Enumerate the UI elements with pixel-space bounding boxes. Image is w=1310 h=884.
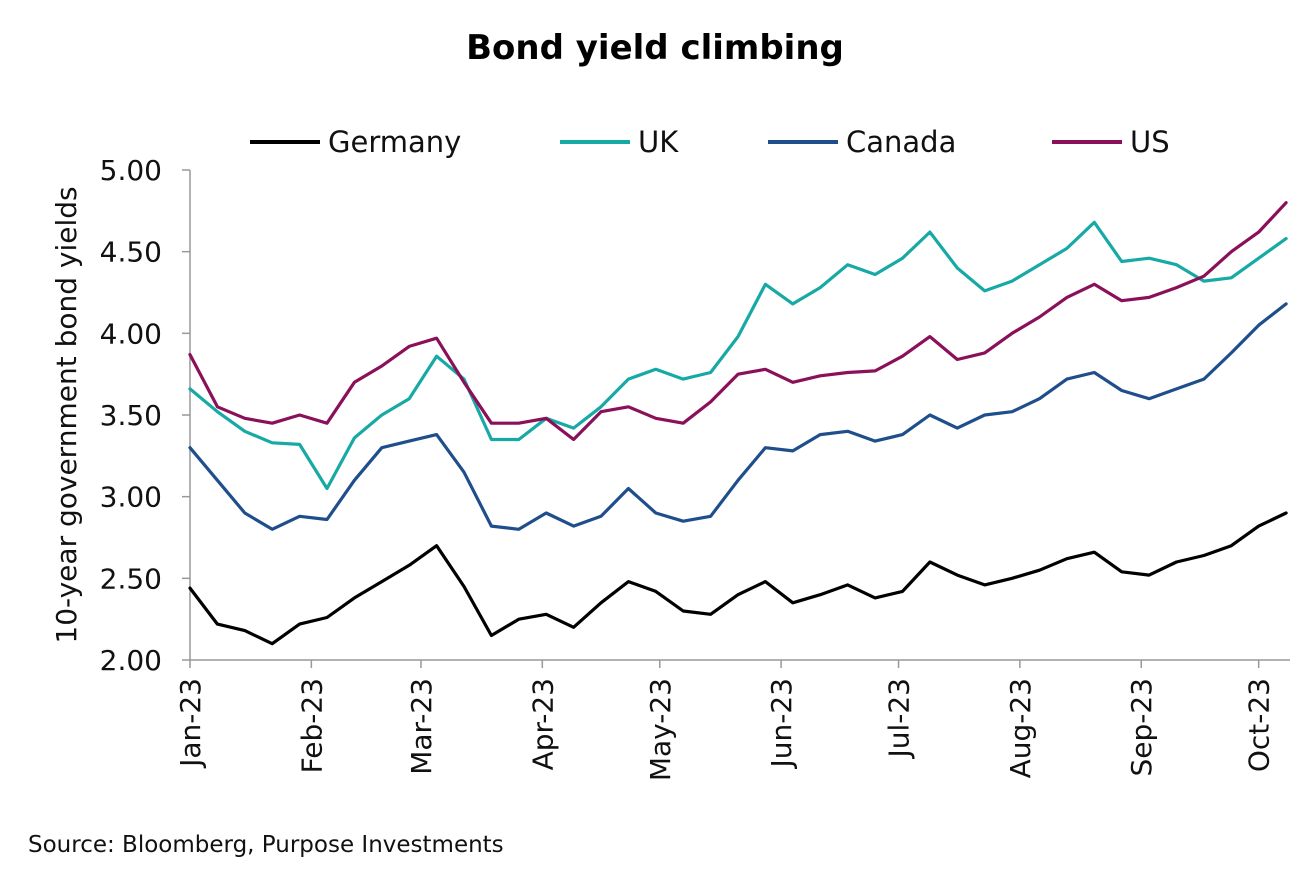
legend-item-uk: UK [560,120,678,164]
legend-label-canada: Canada [846,125,957,159]
x-tick-label: Jul-23 [883,678,916,760]
y-axis-label: 10-year government bond yields [50,186,83,643]
x-tick-label: Mar-23 [405,678,438,775]
series-line-us [188,201,1288,442]
legend-swatch-us [1052,140,1122,144]
y-tick-label: 3.50 [100,399,162,432]
y-tick-label: 4.50 [100,236,162,269]
y-tick-label: 4.00 [100,317,162,350]
x-tick-label: Feb-23 [295,678,328,773]
legend-swatch-canada [768,140,838,144]
series-line-germany [188,511,1288,646]
legend-label-germany: Germany [328,125,462,159]
y-tick-label: 3.00 [100,481,162,514]
legend-label-uk: UK [638,125,679,159]
legend-item-us: US [1052,120,1170,164]
x-tick-label: Jan-23 [174,678,207,769]
legend-label-us: US [1130,125,1170,159]
legend-swatch-uk [560,140,630,144]
x-tick-label: Jun-23 [765,678,798,769]
x-tick-label: Oct-23 [1243,678,1276,772]
legend-item-canada: Canada [768,120,956,164]
y-tick-label: 2.00 [100,644,162,677]
x-tick-label: May-23 [644,678,677,781]
y-tick-label: 2.50 [100,562,162,595]
legend-swatch-germany [250,140,320,144]
x-tick-label: Aug-23 [1004,678,1037,778]
series-line-canada [188,302,1288,531]
axes: 2.00 2.50 3.00 3.50 4.00 4.50 5.00 Jan-23 Feb-23… [100,154,1290,781]
source-note: Source: Bloomberg, Purpose Investments [28,832,504,858]
legend: Germany UK Canada US [0,120,1310,164]
series-line-uk [188,220,1288,491]
x-tick-label: Apr-23 [526,678,559,770]
y-tick-label: 5.00 [100,154,162,187]
x-tick-label: Sep-23 [1125,678,1158,777]
chart-title: Bond yield climbing [466,28,844,68]
series-lines [188,201,1288,646]
legend-item-germany: Germany [250,120,461,164]
